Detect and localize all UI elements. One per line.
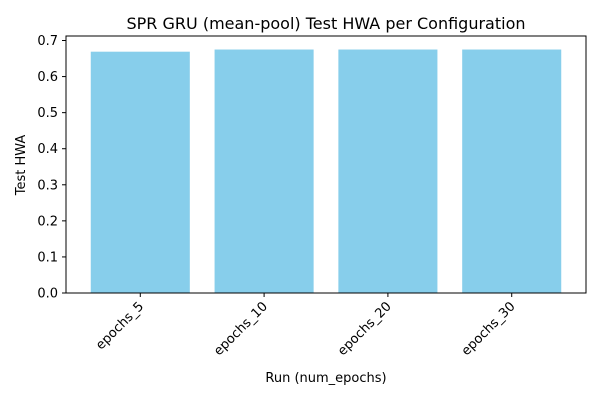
x-tick-label: epochs_10 — [211, 299, 271, 359]
y-tick-label: 0.2 — [37, 214, 58, 229]
x-tick-label: epochs_5 — [93, 299, 147, 353]
y-tick-label: 0.3 — [37, 178, 58, 193]
y-tick-label: 0.7 — [37, 34, 58, 49]
y-axis: 0.0 0.1 0.2 0.3 0.4 0.5 0.6 0.7 — [37, 34, 66, 302]
y-tick-label: 0.4 — [37, 142, 58, 157]
bars-layer — [90, 49, 562, 294]
y-axis-label: Test HWA — [14, 135, 29, 197]
x-axis: epochs_5 epochs_10 epochs_20 epochs_30 — [93, 293, 519, 359]
x-axis-label: Run (num_epochs) — [265, 371, 386, 386]
y-tick-label: 0.5 — [37, 106, 58, 121]
bar-epochs_20 — [338, 49, 438, 293]
y-tick-label: 0.0 — [37, 287, 58, 302]
bar-epochs_30 — [462, 49, 562, 293]
plot-frame — [65, 35, 587, 294]
y-tick-label: 0.6 — [37, 70, 58, 85]
bar-epochs_5 — [90, 51, 190, 294]
bar-epochs_10 — [214, 49, 314, 293]
x-tick-label: epochs_30 — [459, 299, 519, 359]
y-tick-label: 0.1 — [37, 250, 58, 265]
chart-title: SPR GRU (mean-pool) Test HWA per Configu… — [127, 14, 526, 33]
x-tick-label: epochs_20 — [335, 299, 395, 359]
